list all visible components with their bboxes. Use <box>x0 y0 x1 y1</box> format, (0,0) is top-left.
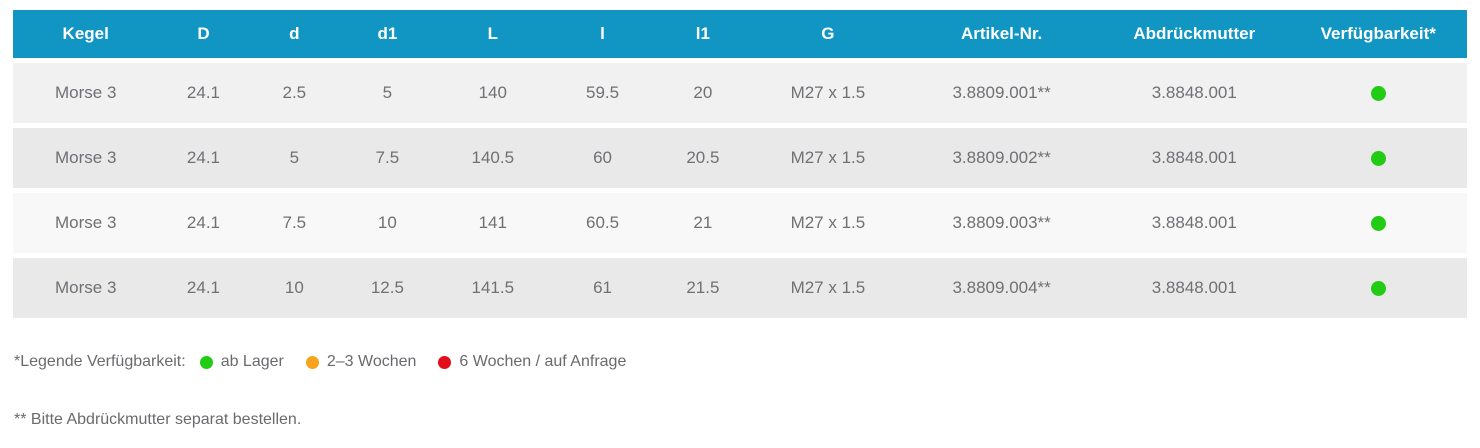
cell-artikel_nr: 3.8809.001** <box>952 83 1051 102</box>
cell-abdrueckmutter: 3.8848.001 <box>1151 213 1237 232</box>
cell-G: M27 x 1.5 <box>790 213 866 232</box>
cell-d1: 7.5 <box>375 148 400 167</box>
cell-l1: 20.5 <box>686 148 720 167</box>
cell-d1: 12.5 <box>370 278 404 297</box>
cell-artikel_nr: 3.8809.002** <box>952 148 1051 167</box>
cell-verfuegbarkeit <box>1290 258 1467 318</box>
cell-d: 2.5 <box>282 83 307 102</box>
cell-kegel: Morse 3 <box>54 83 117 102</box>
column-header-l: l <box>550 10 655 58</box>
cell-l1: 21.5 <box>686 278 720 297</box>
cell-d: 7.5 <box>282 213 307 232</box>
table-row: Morse 3 24.1 5 7.5 140.5 60 20.5 M27 x 1.5 3.880… <box>13 128 1467 188</box>
cell-artikel_nr: 3.8809.004** <box>952 278 1051 297</box>
cell-abdrueckmutter: 3.8848.001 <box>1151 83 1237 102</box>
column-header-verfuegbarkeit: Verfügbarkeit* <box>1289 10 1467 58</box>
cell-G: M27 x 1.5 <box>790 83 866 102</box>
cell-D: 24.1 <box>186 148 220 167</box>
cell-L: 140.5 <box>471 148 515 167</box>
column-header-d1: d1 <box>340 10 435 58</box>
legend-item-green: ab Lager <box>199 353 284 371</box>
table-row: Morse 3 24.1 2.5 5 140 59.5 20 M27 x 1.5 3.8809.… <box>13 63 1467 123</box>
cell-L: 141 <box>478 213 507 232</box>
cell-D: 24.1 <box>186 213 220 232</box>
column-header-l1: l1 <box>654 10 752 58</box>
cell-G: M27 x 1.5 <box>790 148 866 167</box>
column-header-L: L <box>434 10 551 58</box>
column-header-D: D <box>158 10 249 58</box>
cell-d1: 10 <box>377 213 397 232</box>
cell-D: 24.1 <box>186 278 220 297</box>
cell-artikel_nr: 3.8809.003** <box>952 213 1051 232</box>
cell-kegel: Morse 3 <box>54 213 117 232</box>
legend-item-label: 2–3 Wochen <box>326 353 417 370</box>
legend-item-label: ab Lager <box>220 353 284 370</box>
column-header-kegel: Kegel <box>13 10 159 58</box>
cell-verfuegbarkeit <box>1290 63 1467 123</box>
legend-item-label: 6 Wochen / auf Anfrage <box>459 353 627 370</box>
availability-dot <box>1370 216 1386 232</box>
availability-dot <box>1370 151 1386 167</box>
footnote: ** Bitte Abdrückmutter separat bestellen… <box>14 411 302 428</box>
legend-label: *Legende Verfügbarkeit: <box>14 353 186 370</box>
cell-kegel: Morse 3 <box>54 278 117 297</box>
cell-abdrueckmutter: 3.8848.001 <box>1151 148 1237 167</box>
column-header-artikel_nr: Artikel-Nr. <box>904 10 1100 58</box>
table-row: Morse 3 24.1 7.5 10 141 60.5 21 M27 x 1.5 3.8809… <box>13 193 1467 253</box>
cell-kegel: Morse 3 <box>54 148 117 167</box>
availability-dot <box>1370 86 1386 102</box>
cell-verfuegbarkeit <box>1290 128 1467 188</box>
legend-dot-green <box>199 355 213 369</box>
cell-l: 59.5 <box>586 83 620 102</box>
cell-verfuegbarkeit <box>1290 193 1467 253</box>
availability-legend: *Legende Verfügbarkeit: ab Lager 2–3 Woch… <box>14 353 1467 371</box>
cell-L: 141.5 <box>471 278 515 297</box>
cell-L: 140 <box>478 83 507 102</box>
legend-dot-red <box>438 355 452 369</box>
cell-abdrueckmutter: 3.8848.001 <box>1151 278 1237 297</box>
availability-dot <box>1370 281 1386 297</box>
column-header-abdrueckmutter: Abdrückmutter <box>1099 10 1290 58</box>
cell-l1: 20 <box>693 83 713 102</box>
cell-l: 61 <box>593 278 612 297</box>
legend-item-red: 6 Wochen / auf Anfrage <box>438 353 626 371</box>
legend-item-orange: 2–3 Wochen <box>305 353 417 371</box>
table-body: Morse 3 24.1 2.5 5 140 59.5 20 M27 x 1.5 3.8809.… <box>13 63 1467 318</box>
cell-l1: 21 <box>693 213 713 232</box>
legend-dot-orange <box>305 355 319 369</box>
cell-l: 60 <box>593 148 612 167</box>
cell-D: 24.1 <box>186 83 220 102</box>
cell-d: 5 <box>289 148 300 167</box>
cell-d: 10 <box>284 278 304 297</box>
column-header-G: G <box>751 10 905 58</box>
cell-d1: 5 <box>382 83 393 102</box>
cell-l: 60.5 <box>586 213 620 232</box>
table-row: Morse 3 24.1 10 12.5 141.5 61 21.5 M27 x 1.5 3.8… <box>13 258 1467 318</box>
cell-G: M27 x 1.5 <box>790 278 866 297</box>
column-header-d: d <box>248 10 341 58</box>
